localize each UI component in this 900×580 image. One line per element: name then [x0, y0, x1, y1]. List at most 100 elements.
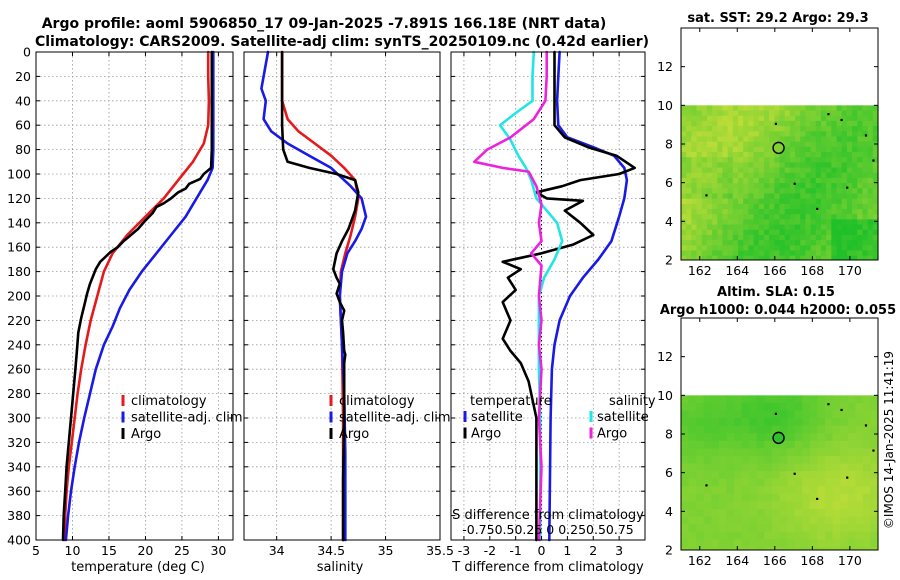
sst_map-ytick-label: 8 [665, 137, 673, 152]
sst_map-cell [841, 136, 848, 143]
sst_map-cell [779, 240, 786, 246]
temperature-series-satellite-adj-clim [64, 50, 215, 542]
sst_map-cell [774, 157, 781, 163]
sst_map-cell [763, 126, 770, 132]
legend-temperature-label: Argo [471, 427, 501, 442]
sla_map-cell [817, 425, 826, 434]
sla_map-cell [840, 531, 849, 540]
sst_map-cell [836, 203, 843, 210]
sst_map-cell [701, 177, 708, 184]
sla_map-cell [711, 395, 720, 404]
sst_map-cell [758, 198, 765, 205]
sst_map-cell [753, 126, 760, 132]
sst_map-cell [732, 183, 739, 189]
sla_map-cell [749, 493, 758, 503]
sst_map-cell [826, 167, 832, 174]
sst_map-cell [722, 229, 729, 236]
sla_map-cell [749, 471, 758, 480]
sst_map-cell [717, 115, 724, 122]
sst_map-cell [758, 167, 765, 174]
sla_map-cell [809, 508, 818, 518]
sst_map-cell [748, 240, 755, 246]
sla_map-cell [824, 531, 834, 540]
title-line2: Climatology: CARS2009. Satellite-adj cli… [35, 34, 649, 50]
sst_map-cell [810, 219, 817, 226]
sla_map-cell [862, 516, 872, 525]
sst_map-xtick-label: 166 [763, 263, 787, 278]
sla_map-cell [862, 418, 872, 427]
sst_map-cell [820, 214, 827, 220]
sst_map-cell [722, 214, 729, 220]
sst_map-cell [769, 203, 775, 210]
sla_map-cell [756, 546, 765, 550]
sla_map-cell [794, 516, 803, 525]
sst_map-cell [862, 203, 869, 210]
sst_map-cell [748, 177, 755, 184]
sla_map-cell [779, 508, 788, 518]
sla_map-cell [870, 433, 879, 442]
sla_map-cell [771, 418, 781, 427]
salinity-xtick-label: 34.5 [317, 543, 345, 558]
sla_map-cell [771, 508, 781, 518]
sst_map-cell [743, 120, 749, 127]
sla_map-cell [703, 531, 712, 540]
sst_map-cell [815, 240, 822, 246]
sst_map-cell [784, 183, 791, 189]
sst_map-cell [805, 203, 812, 210]
sla_map-cell [696, 524, 705, 533]
sla_map-cell [832, 433, 841, 442]
sla_map-cell [696, 508, 705, 518]
sst_map-cell [743, 240, 749, 246]
sst_map-cell [706, 151, 713, 158]
depth-tick-label: 320 [7, 435, 31, 450]
sla_map-cell [809, 425, 818, 434]
sst_map-cell [846, 151, 853, 158]
sst_map-cell [841, 146, 848, 153]
sst_map-cell [696, 141, 703, 148]
sst_map-cell [732, 126, 739, 132]
sla_map-cell [711, 493, 720, 503]
sla_map-cell [688, 410, 697, 419]
sst_map-cell [846, 245, 853, 252]
title-line1: Argo profile: aoml 5906850_17 09-Jan-202… [42, 16, 607, 32]
sst_map-cell [743, 188, 749, 195]
sla_map-cell [802, 440, 811, 449]
sst_map-cell [732, 162, 739, 169]
sla_map-cell [870, 455, 879, 465]
sst_map-cell [779, 131, 786, 138]
sst_map-cell [831, 229, 838, 236]
sst_map-cell [841, 240, 848, 246]
sst_map-cell [779, 209, 786, 215]
sla_map-cell [726, 486, 735, 495]
sst_map-cell [681, 188, 687, 195]
sst_map-cell [779, 183, 786, 189]
sst_map-cell [727, 151, 734, 158]
sst_map-cell [779, 229, 786, 236]
sla_map-cell [870, 402, 879, 412]
sst_map-cell [820, 240, 827, 246]
sst_map-cell [763, 250, 770, 257]
sst_map-cell [810, 136, 817, 143]
sst_map-cell [758, 255, 765, 260]
sst_map-cell [826, 120, 832, 127]
sst_map-cell [738, 167, 744, 174]
sst_map-cell [867, 131, 874, 138]
sst_map-cell [696, 131, 703, 138]
sla_map-cell [726, 493, 735, 503]
sla_map-cell [824, 501, 834, 510]
sla_map-cell [817, 524, 826, 533]
sst_map-cell [831, 167, 838, 174]
sla_map-cell [726, 531, 735, 540]
sst_map-cell [727, 141, 734, 148]
sst_map-cell [753, 209, 760, 215]
sst_map-cell [862, 209, 869, 215]
sst_map-cell [841, 255, 848, 260]
depth-tick-label: 100 [7, 167, 31, 182]
sst_map-cell [810, 162, 817, 169]
sst_map-cell [826, 214, 832, 220]
sst_map-cell [696, 151, 703, 158]
sst_map-cell [727, 167, 734, 174]
sst_map-cell [831, 219, 838, 226]
sst_map-cell [784, 255, 791, 260]
sst_map-cell [686, 203, 692, 210]
